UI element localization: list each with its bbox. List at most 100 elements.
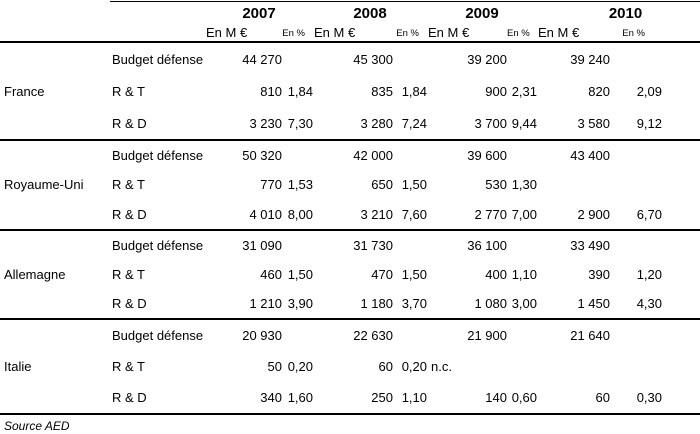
meur-value: 140: [485, 390, 507, 405]
pct-value: 1,53: [287, 177, 313, 193]
meur-value: 2 770: [474, 206, 507, 222]
pct-value: 0,60: [511, 390, 537, 405]
row-label: R & T: [112, 83, 145, 99]
table-row: Budget défense 31 090 31 730 36 100 33 490: [0, 231, 700, 260]
meur-value: 2 900: [577, 206, 610, 222]
row-label: R & T: [112, 359, 145, 374]
meur-value: 43 400: [570, 148, 610, 164]
source-note: Source AED: [4, 419, 70, 433]
meur-value: 650: [371, 177, 393, 193]
unit-pct-header-2010: En %: [622, 27, 645, 39]
row-label: R & D: [112, 390, 147, 405]
meur-value: n.c.: [431, 359, 452, 374]
meur-value: 60: [595, 390, 610, 405]
table-row: Italie R & T 50 0,20 60 0,20 n.c.: [0, 351, 700, 382]
meur-value: 770: [260, 177, 282, 193]
pct-value: 1,10: [511, 267, 537, 282]
pct-value: 1,50: [401, 267, 427, 282]
year-header-2009: 2009: [465, 5, 499, 22]
row-label: Budget défense: [112, 51, 204, 67]
table-body: Budget défense 44 270 45 300 39 200 39 240 Fr…: [0, 43, 700, 415]
pct-value: 0,30: [636, 390, 662, 405]
row-label: R & D: [112, 206, 147, 222]
year-header-2008: 2008: [353, 5, 387, 22]
meur-value: 42 000: [353, 148, 393, 164]
meur-value: 50: [267, 359, 282, 374]
country-cell: Allemagne: [4, 267, 66, 282]
unit-pct-header-2008: En %: [396, 27, 419, 39]
pct-value: 7,00: [511, 206, 537, 222]
pct-value: 3,90: [287, 296, 313, 311]
row-label: R & D: [112, 115, 147, 131]
row-label: Budget défense: [112, 328, 204, 343]
meur-value: 45 300: [353, 51, 393, 67]
pct-value: 2,09: [636, 83, 662, 99]
pct-value: 2,31: [511, 83, 537, 99]
country-group: Budget défense 44 270 45 300 39 200 39 240 Fr…: [0, 43, 700, 141]
meur-value: 530: [485, 177, 507, 193]
country-cell: Italie: [4, 359, 32, 374]
row-label: R & T: [112, 177, 145, 193]
pct-value: 8,00: [287, 206, 313, 222]
unit-pct-header-2009: En %: [507, 27, 530, 39]
unit-meur-header-2007: En M €: [206, 25, 248, 40]
table-row: R & D 3 230 7,30 3 280 7,24 3 700 9,44 3 580 9,1…: [0, 107, 700, 139]
unit-meur-header-2009: En M €: [428, 25, 470, 40]
meur-value: 4 010: [249, 206, 282, 222]
meur-value: 60: [378, 359, 393, 374]
meur-value: 340: [260, 390, 282, 405]
pct-value: 0,20: [287, 359, 313, 374]
meur-value: 21 640: [570, 328, 610, 343]
meur-value: 810: [260, 83, 282, 99]
meur-value: 3 580: [577, 115, 610, 131]
meur-value: 20 930: [242, 328, 282, 343]
meur-value: 31 090: [242, 238, 282, 253]
table-row: Royaume-Uni R & T 770 1,53 650 1,50 530 1,30: [0, 170, 700, 199]
meur-value: 1 210: [249, 296, 282, 311]
unit-header-row: En M € En % En M € En % En M € En % En M…: [0, 22, 700, 41]
meur-value: 460: [260, 267, 282, 282]
meur-value: 21 900: [467, 328, 507, 343]
meur-value: 50 320: [242, 148, 282, 164]
meur-value: 3 700: [474, 115, 507, 131]
year-header-row: 2007 2008 2009 2010: [0, 0, 700, 22]
pct-value: 1,50: [401, 177, 427, 193]
table-row: Budget défense 50 320 42 000 39 600 43 400: [0, 141, 700, 170]
country-cell: France: [4, 83, 45, 99]
row-label: Budget défense: [112, 148, 204, 164]
pct-value: 1,84: [401, 83, 427, 99]
meur-value: 31 730: [353, 238, 393, 253]
pct-value: 4,30: [636, 296, 662, 311]
meur-value: 1 450: [577, 296, 610, 311]
meur-value: 39 600: [467, 148, 507, 164]
pct-value: 1,84: [287, 83, 313, 99]
table-row: France R & T 810 1,84 835 1,84 900 2,31 820 2,09: [0, 75, 700, 107]
table-row: Allemagne R & T 460 1,50 470 1,50 400 1,10 390 1,…: [0, 260, 700, 289]
country-group: Budget défense 20 930 22 630 21 900 21 640 It…: [0, 320, 700, 415]
pct-value: 7,24: [401, 115, 427, 131]
meur-value: 835: [371, 83, 393, 99]
meur-value: 22 630: [353, 328, 393, 343]
meur-value: 33 490: [570, 238, 610, 253]
table-row: R & D 4 010 8,00 3 210 7,60 2 770 7,00 2 900 6,7…: [0, 200, 700, 229]
row-label: R & D: [112, 296, 147, 311]
unit-meur-header-2010: En M €: [538, 25, 580, 40]
pct-value: 9,12: [636, 115, 662, 131]
pct-value: 6,70: [636, 206, 662, 222]
meur-value: 3 280: [360, 115, 393, 131]
year-header-2007: 2007: [242, 5, 276, 22]
pct-value: 3,70: [401, 296, 427, 311]
pct-value: 7,60: [401, 206, 427, 222]
pct-value: 1,60: [287, 390, 313, 405]
meur-value: 39 200: [467, 51, 507, 67]
pct-value: 1,50: [287, 267, 313, 282]
meur-value: 39 240: [570, 51, 610, 67]
meur-value: 36 100: [467, 238, 507, 253]
year-header-2010: 2010: [608, 5, 643, 22]
pct-value: 9,44: [511, 115, 537, 131]
table-row: Budget défense 44 270 45 300 39 200 39 240: [0, 43, 700, 75]
table-row: Budget défense 20 930 22 630 21 900 21 640: [0, 320, 700, 351]
meur-value: 250: [371, 390, 393, 405]
table-row: R & D 340 1,60 250 1,10 140 0,60 60 0,30: [0, 382, 700, 413]
meur-value: 390: [588, 267, 610, 282]
